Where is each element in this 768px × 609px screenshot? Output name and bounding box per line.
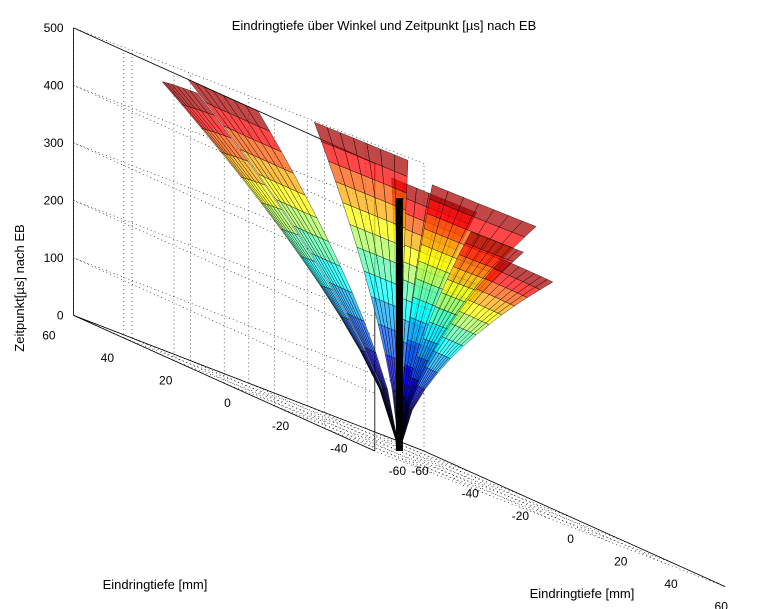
z-axis-label: Zeitpunkt[µs] nach EB bbox=[12, 224, 27, 351]
z-tick-label: 100 bbox=[44, 251, 64, 265]
z-tick-label: 200 bbox=[44, 193, 64, 207]
surface-patch bbox=[189, 89, 216, 116]
grid-line bbox=[324, 428, 676, 565]
grid-line bbox=[365, 428, 667, 565]
y-tick-label: 60 bbox=[42, 328, 56, 342]
y-axis-label: Eindringtiefe [mm] bbox=[103, 577, 208, 592]
surface-patch bbox=[464, 231, 480, 247]
z-tick-label: 300 bbox=[44, 136, 64, 150]
x-tick-label: 0 bbox=[567, 532, 574, 546]
grid-line bbox=[173, 360, 525, 497]
z-tick-label: 0 bbox=[57, 308, 64, 322]
chart-title: Eindringtiefe über Winkel und Zeitpunkt … bbox=[231, 18, 537, 33]
z-tick-label: 500 bbox=[44, 21, 64, 35]
x-tick-label: 20 bbox=[614, 554, 628, 568]
grid-line bbox=[190, 360, 492, 497]
x-tick-label: -60 bbox=[411, 464, 429, 478]
y-tick-label: 20 bbox=[159, 374, 173, 388]
y-tick-label: 40 bbox=[101, 351, 115, 365]
y-tick-label: 0 bbox=[224, 396, 231, 410]
y-tick-label: -40 bbox=[330, 441, 348, 455]
grid-line bbox=[307, 405, 609, 542]
x-axis-label: Eindringtiefe [mm] bbox=[530, 586, 635, 601]
surface-patch bbox=[429, 184, 449, 206]
surface-patch bbox=[187, 79, 213, 106]
surface-patch bbox=[393, 154, 409, 177]
x-tick-label: -40 bbox=[462, 487, 480, 501]
z-tick-label: 400 bbox=[44, 78, 64, 92]
surface-patch bbox=[534, 279, 554, 290]
y-tick-label: -20 bbox=[272, 419, 290, 433]
x-tick-label: -20 bbox=[512, 509, 530, 523]
y-tick-label: -60 bbox=[389, 464, 407, 478]
x-tick-label: 40 bbox=[664, 577, 678, 591]
x-tick-label: 60 bbox=[715, 600, 729, 609]
